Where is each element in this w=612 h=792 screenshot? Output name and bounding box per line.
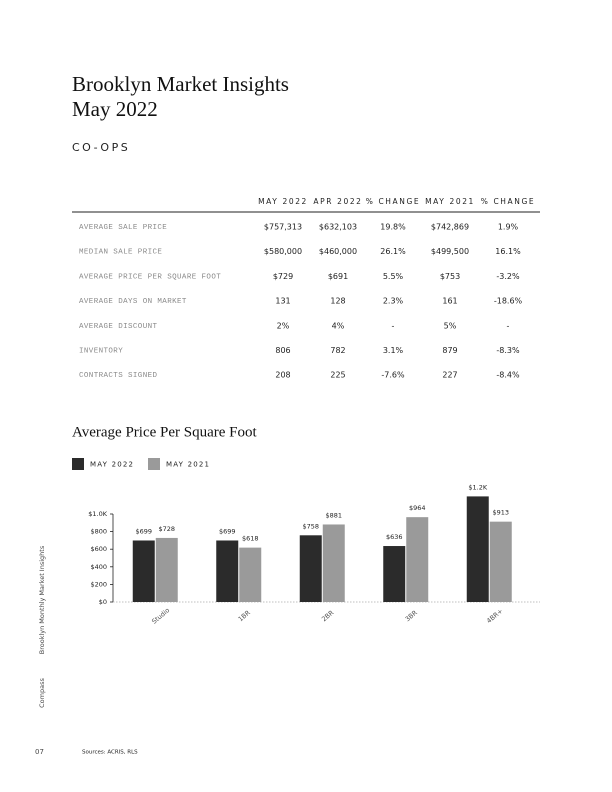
bar — [383, 546, 406, 602]
cell: 16.1% — [495, 247, 521, 256]
sources: Sources: ACRIS, RLS — [82, 750, 138, 756]
cell: -8.3% — [496, 346, 520, 355]
row-label: INVENTORY — [79, 347, 123, 355]
cell: -7.6% — [381, 371, 405, 380]
legend-swatch — [72, 458, 84, 470]
cell: -8.4% — [496, 371, 520, 380]
value-label: $636 — [386, 533, 403, 541]
cell: $729 — [273, 272, 293, 281]
legend-swatch — [148, 458, 160, 470]
cell: $753 — [440, 272, 460, 281]
column-header: APR 2022 — [313, 197, 362, 206]
cell: 3.1% — [383, 346, 404, 355]
y-tick-label: $600 — [90, 545, 107, 553]
bar — [239, 547, 262, 602]
cell: 806 — [275, 346, 290, 355]
value-label: $758 — [302, 522, 319, 530]
value-label: $964 — [409, 504, 426, 512]
section: CO-OPS — [72, 141, 130, 154]
y-tick-label: $400 — [90, 563, 107, 571]
cell: 128 — [330, 297, 345, 306]
y-tick-label: $1.0K — [88, 510, 107, 518]
cell: 225 — [330, 371, 345, 380]
column-header: MAY 2021 — [425, 197, 475, 206]
column-header: % CHANGE — [481, 197, 535, 206]
bar — [299, 535, 322, 602]
y-tick-label: $200 — [90, 580, 107, 588]
value-label: $728 — [158, 525, 175, 533]
legend-label: MAY 2022 — [90, 461, 134, 469]
cell: 26.1% — [380, 247, 406, 256]
cell: 879 — [442, 346, 457, 355]
row-label: AVERAGE SALE PRICE — [79, 224, 167, 232]
row-label: MEDIAN SALE PRICE — [79, 249, 162, 257]
cell: - — [507, 321, 510, 330]
cell: $460,000 — [319, 247, 357, 256]
bar — [132, 540, 155, 602]
cell: -3.2% — [496, 272, 520, 281]
value-label: $699 — [219, 527, 236, 535]
bar — [322, 524, 345, 602]
chart-title: Average Price Per Square Foot — [72, 424, 257, 440]
y-tick-label: $0 — [99, 598, 107, 606]
row-label: AVERAGE PRICE PER SQUARE FOOT — [79, 273, 221, 281]
side-title: Brooklyn Monthly Market Insights — [38, 545, 46, 654]
cell: 5% — [444, 321, 457, 330]
cell: 208 — [275, 371, 290, 380]
value-label: $913 — [492, 509, 509, 517]
cell: $499,500 — [431, 247, 469, 256]
legend-label: MAY 2021 — [166, 461, 210, 469]
row-label: CONTRACTS SIGNED — [79, 372, 158, 380]
cell: 4% — [332, 321, 345, 330]
value-label: $618 — [242, 535, 259, 543]
cell: - — [392, 321, 395, 330]
cell: $691 — [328, 272, 348, 281]
cell: 2.3% — [383, 297, 404, 306]
y-tick-label: $800 — [90, 528, 107, 536]
cell: 782 — [330, 346, 345, 355]
value-label: $881 — [325, 511, 342, 519]
cell: 227 — [442, 371, 457, 380]
cell: -18.6% — [494, 297, 523, 306]
bar — [155, 537, 178, 602]
brand: Compass — [38, 678, 46, 708]
cell: 19.8% — [380, 223, 406, 232]
bar — [406, 517, 429, 602]
cell: 131 — [275, 297, 290, 306]
cell: $632,103 — [319, 223, 357, 232]
row-label: AVERAGE DAYS ON MARKET — [79, 298, 187, 306]
value-label: $1.2K — [468, 483, 487, 491]
bar — [216, 540, 239, 602]
column-header: % CHANGE — [366, 197, 420, 206]
cell: $580,000 — [264, 247, 302, 256]
page-number: 07 — [35, 748, 44, 756]
subtitle: May 2022 — [72, 97, 158, 121]
cell: 1.9% — [498, 223, 519, 232]
value-label: $699 — [135, 527, 152, 535]
column-header: MAY 2022 — [258, 197, 308, 206]
cell: 161 — [442, 297, 457, 306]
cell: 5.5% — [383, 272, 404, 281]
title: Brooklyn Market Insights — [72, 72, 289, 96]
cell: $757,313 — [264, 223, 302, 232]
row-label: AVERAGE DISCOUNT — [79, 323, 158, 331]
cell: 2% — [277, 321, 290, 330]
bar — [466, 496, 489, 602]
bar — [489, 521, 512, 602]
cell: $742,869 — [431, 223, 469, 232]
